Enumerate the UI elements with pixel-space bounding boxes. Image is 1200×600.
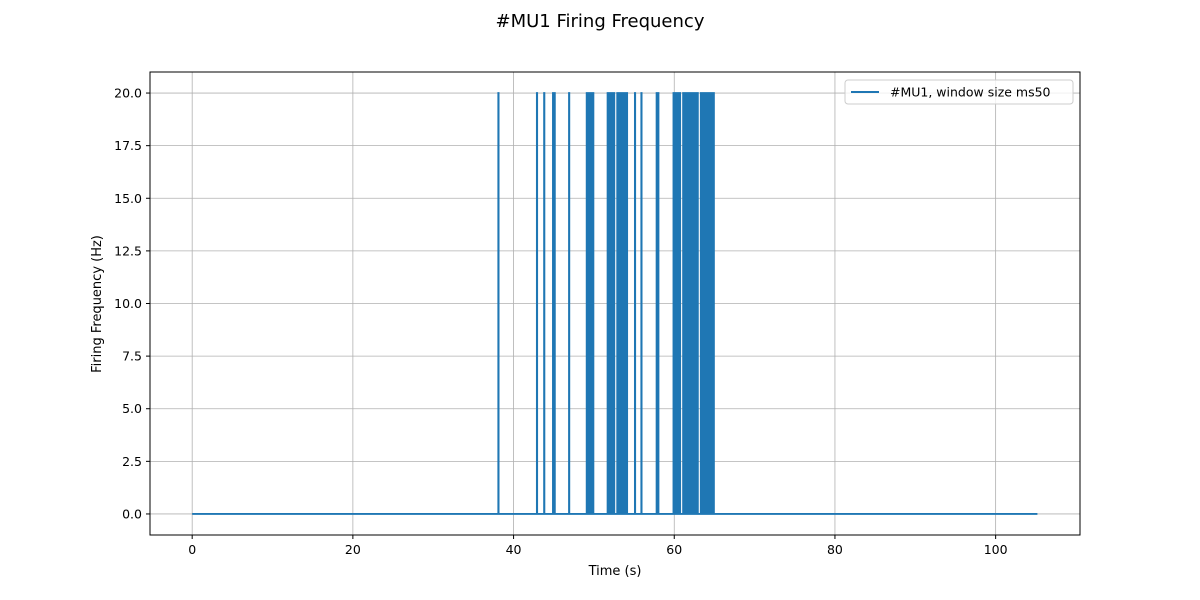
- legend-box: [844, 79, 1074, 105]
- x-tick-label: 60: [666, 542, 682, 557]
- y-tick-label: 15.0: [114, 191, 142, 206]
- legend-entry-label: #MU1, window size ms50: [890, 85, 1051, 100]
- legend: #MU1, window size ms50: [844, 79, 1074, 105]
- y-axis: 0.0 2.5 5.0 7.5 10.0 12.5 15.0 17.5 20.0: [114, 86, 150, 521]
- y-tick-label: 2.5: [122, 454, 142, 469]
- x-tick-label: 0: [188, 542, 196, 557]
- y-tick-label: 17.5: [114, 138, 142, 153]
- y-tick-label: 20.0: [114, 86, 142, 101]
- series-line: [192, 92, 1038, 515]
- x-axis: 0 20 40 60 80 100: [188, 535, 1008, 557]
- y-tick-label: 0.0: [122, 506, 142, 521]
- y-tick-label: 10.0: [114, 296, 142, 311]
- x-tick-label: 80: [827, 542, 843, 557]
- y-axis-label: Firing Frequency (Hz): [90, 235, 105, 373]
- x-tick-label: 20: [345, 542, 361, 557]
- x-tick-label: 100: [984, 542, 1008, 557]
- x-tick-label: 40: [506, 542, 522, 557]
- y-tick-label: 5.0: [122, 401, 142, 416]
- chart-title: #MU1 Firing Frequency: [496, 11, 705, 32]
- x-axis-label: Time (s): [588, 564, 642, 579]
- y-tick-label: 7.5: [122, 349, 142, 364]
- series-layer: [192, 92, 1038, 515]
- y-tick-label: 12.5: [114, 243, 142, 258]
